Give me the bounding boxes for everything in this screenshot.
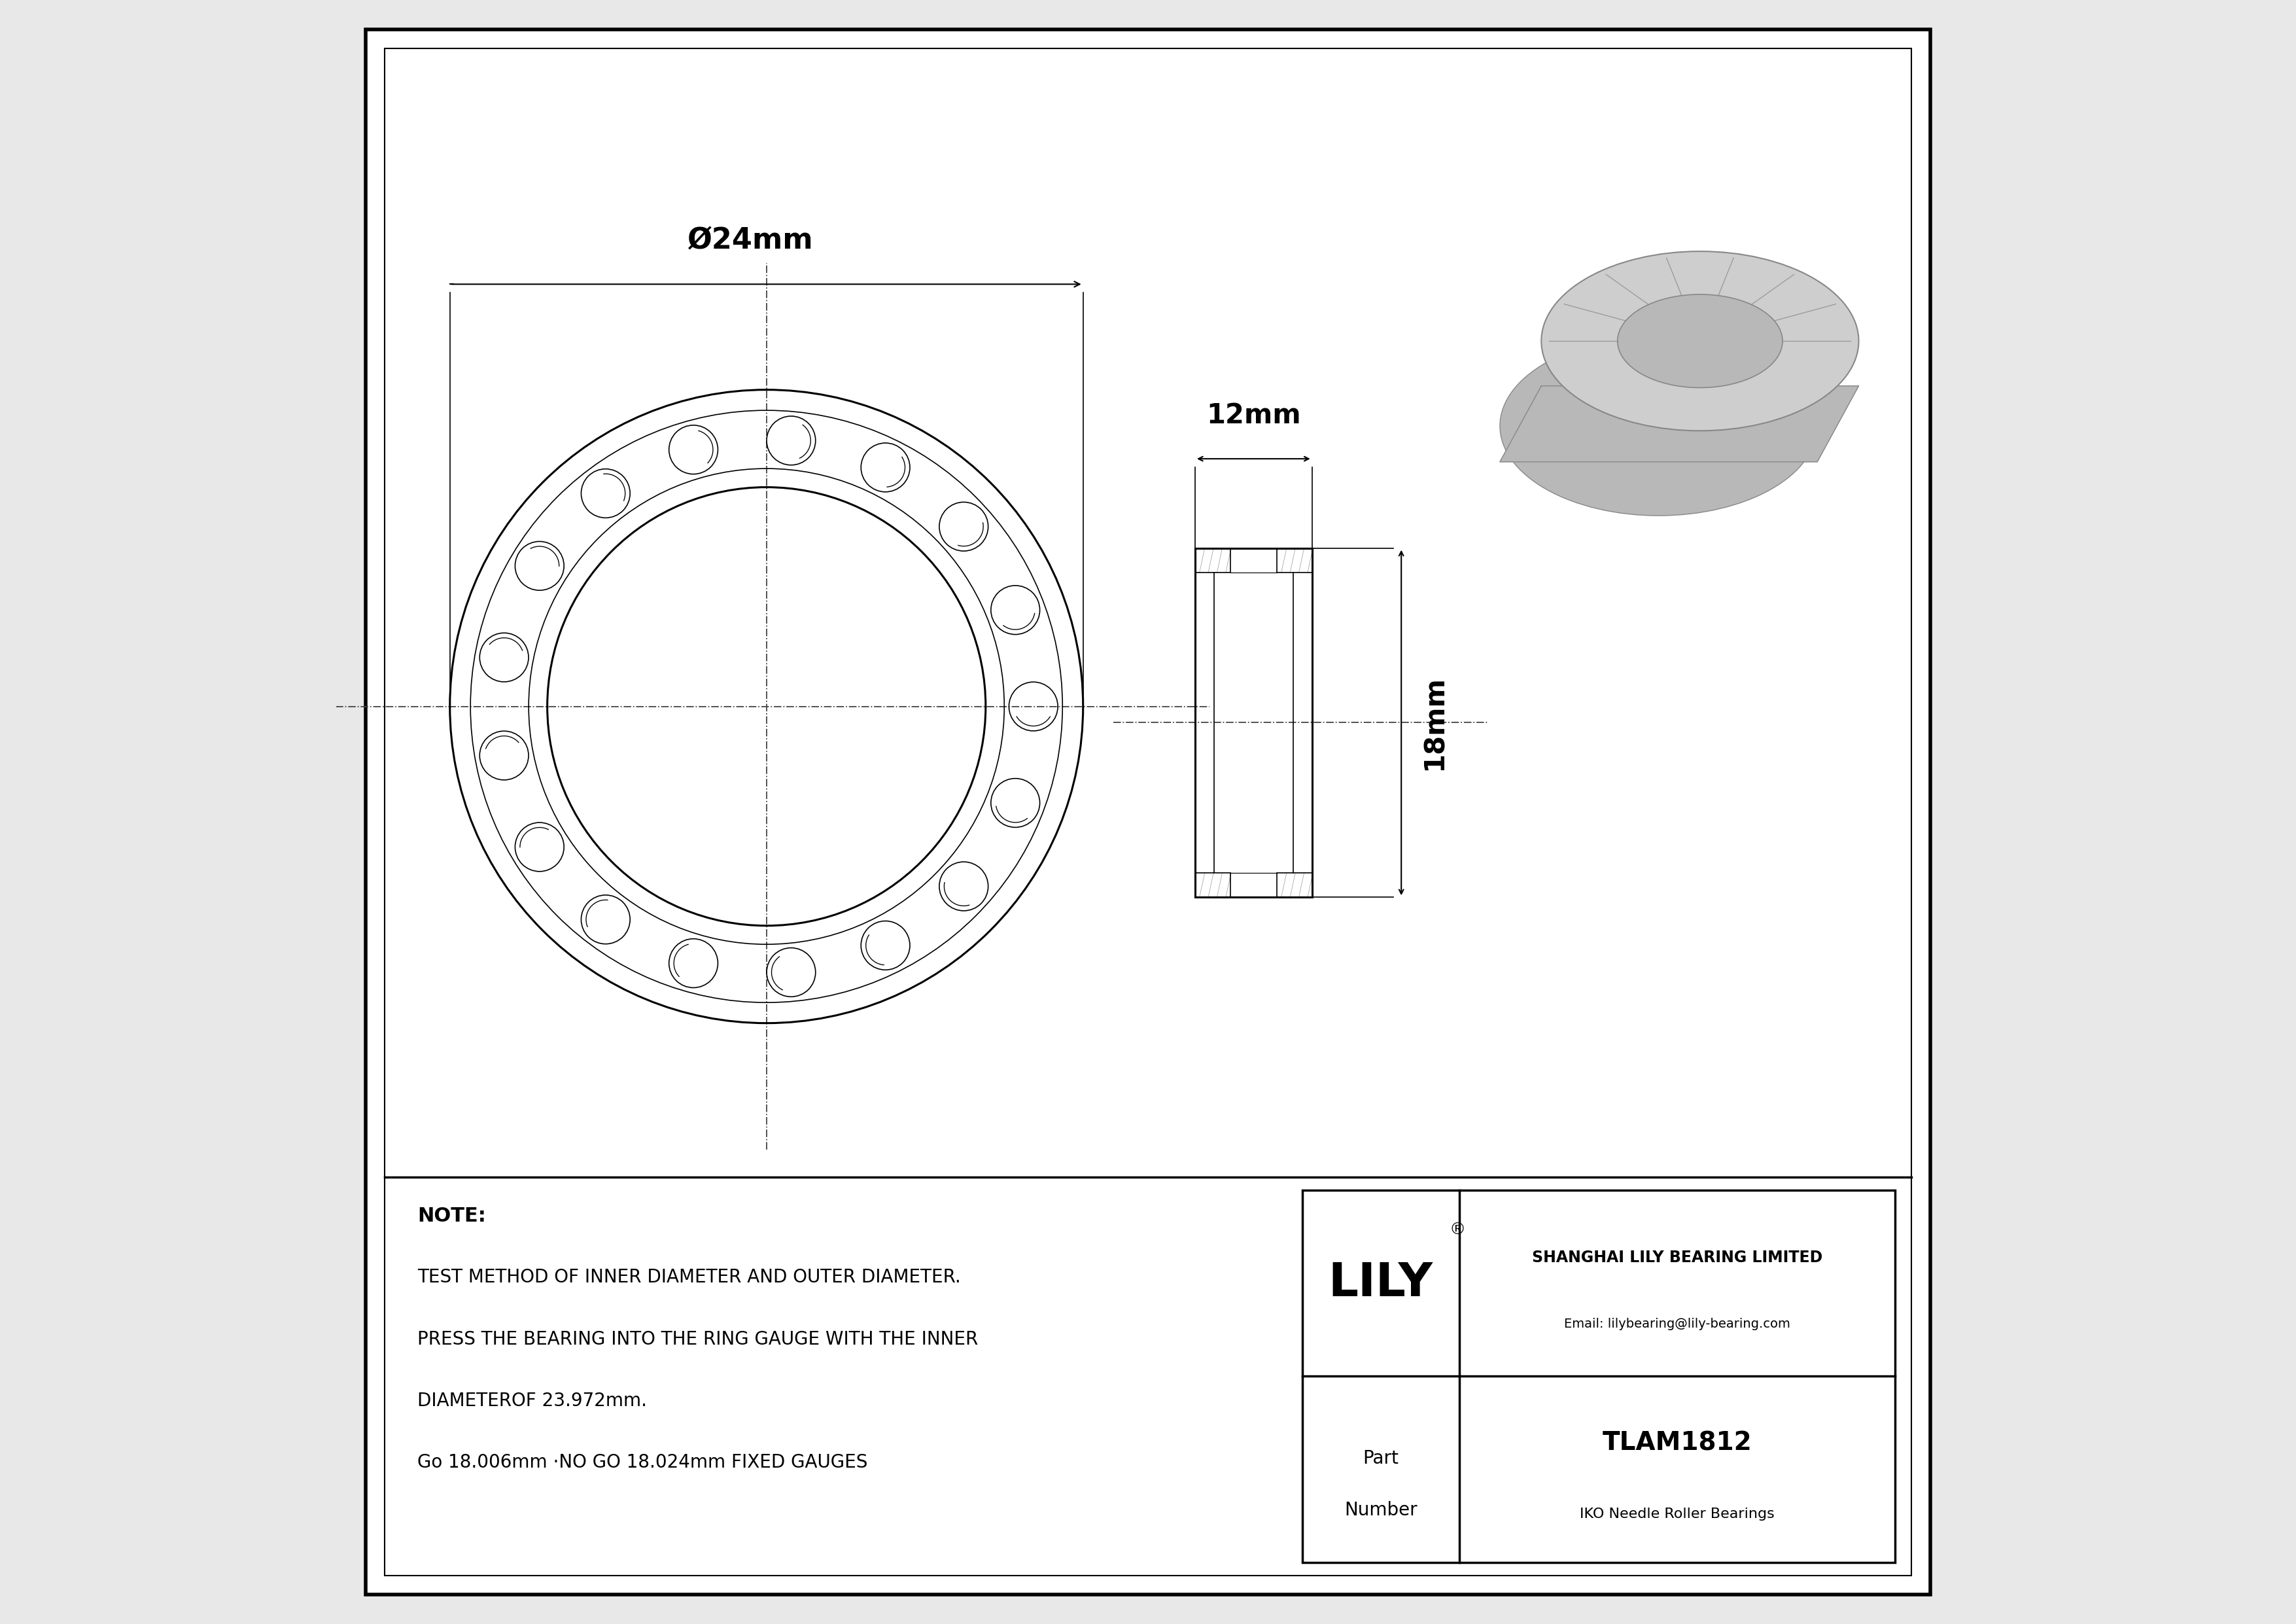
Bar [1196, 547, 1311, 896]
Text: SHANGHAI LILY BEARING LIMITED: SHANGHAI LILY BEARING LIMITED [1531, 1249, 1823, 1265]
Ellipse shape [1499, 336, 1818, 516]
Text: Number: Number [1343, 1501, 1417, 1520]
Text: TEST METHOD OF INNER DIAMETER AND OUTER DIAMETER.: TEST METHOD OF INNER DIAMETER AND OUTER … [418, 1268, 960, 1286]
Text: ®: ® [1449, 1223, 1465, 1237]
Text: IKO Needle Roller Bearings: IKO Needle Roller Bearings [1580, 1507, 1775, 1520]
Ellipse shape [1541, 252, 1860, 430]
Ellipse shape [1616, 294, 1782, 388]
Bar [1196, 872, 1231, 896]
Text: LILY: LILY [1329, 1260, 1433, 1306]
Text: NOTE:: NOTE: [418, 1207, 487, 1226]
Text: PRESS THE BEARING INTO THE RING GAUGE WITH THE INNER: PRESS THE BEARING INTO THE RING GAUGE WI… [418, 1330, 978, 1348]
Bar [1196, 547, 1231, 573]
Text: TLAM1812: TLAM1812 [1603, 1431, 1752, 1455]
Text: DIAMETEROF 23.972mm.: DIAMETEROF 23.972mm. [418, 1392, 647, 1410]
Text: Email: lilybearing@lily-bearing.com: Email: lilybearing@lily-bearing.com [1564, 1319, 1791, 1330]
Polygon shape [1499, 387, 1860, 461]
Bar [1302, 1190, 1894, 1562]
Text: 12mm: 12mm [1205, 403, 1302, 429]
Bar [1277, 872, 1311, 896]
Bar [1277, 547, 1311, 573]
Text: 18mm: 18mm [1421, 676, 1449, 770]
Text: Part: Part [1364, 1449, 1398, 1468]
Text: Ø24mm: Ø24mm [687, 227, 813, 255]
Text: Go 18.006mm ·NO GO 18.024mm FIXED GAUGES: Go 18.006mm ·NO GO 18.024mm FIXED GAUGES [418, 1453, 868, 1471]
